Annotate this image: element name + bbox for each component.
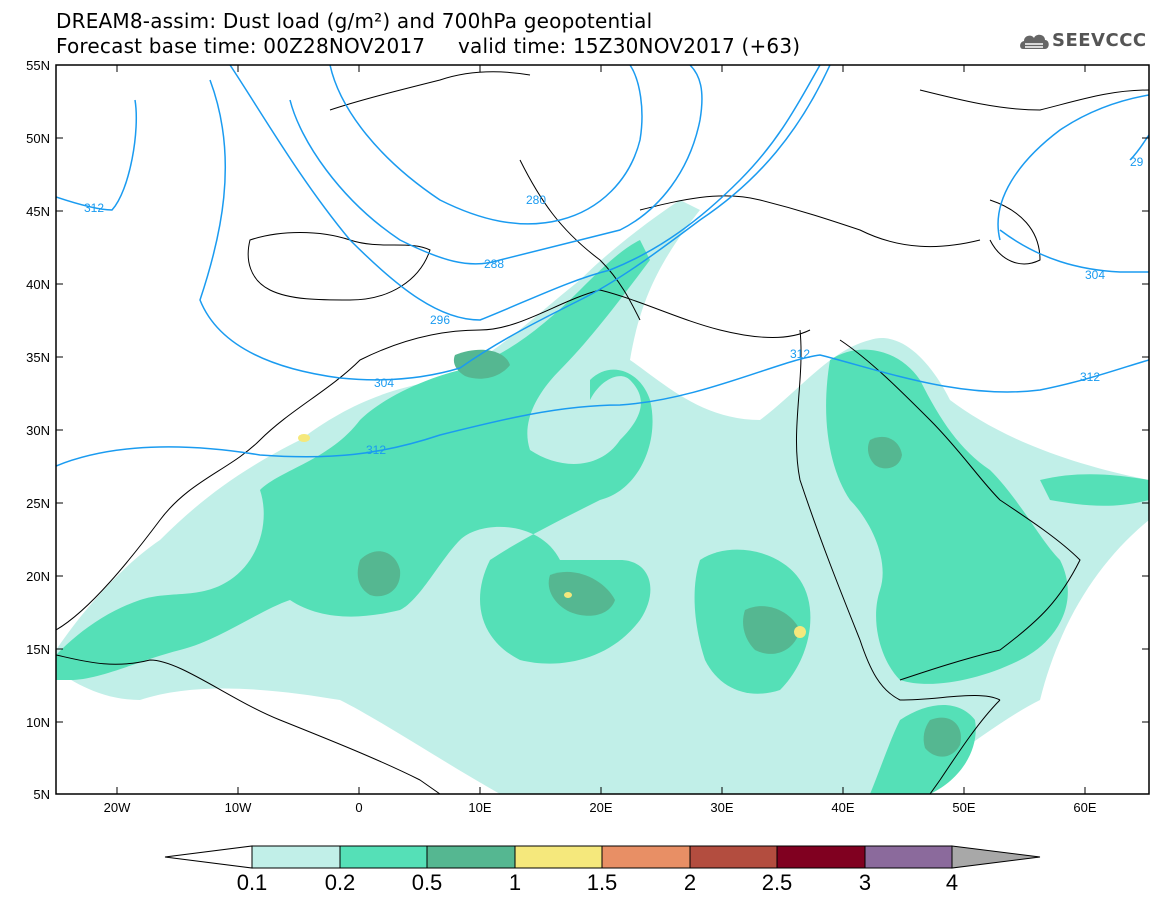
lat-label: 20N	[26, 569, 50, 584]
forecast-time-subtitle: Forecast base time: 00Z28NOV2017 valid t…	[56, 34, 801, 58]
contour-label: 304	[374, 376, 394, 390]
contour-label: 312	[1080, 370, 1100, 384]
colorbar	[164, 845, 1041, 869]
dust-level-0.2	[56, 240, 1149, 794]
latitude-labels: 55N 50N 45N 40N 35N 30N 25N 20N 15N 10N …	[26, 58, 50, 802]
lat-label: 15N	[26, 642, 50, 657]
lat-label: 40N	[26, 277, 50, 292]
contour-label: 304	[1085, 268, 1105, 282]
colorbar-segment	[426, 845, 516, 869]
lat-label: 45N	[26, 204, 50, 219]
lat-label: 5N	[33, 787, 50, 802]
lat-label: 55N	[26, 58, 50, 73]
lon-label: 10W	[225, 800, 252, 815]
latitude-axis	[56, 64, 1149, 723]
lon-label: 30E	[710, 800, 733, 815]
colorbar-label: 1	[509, 870, 521, 895]
colorbar-label: 1.5	[587, 870, 618, 895]
colorbar-segment	[776, 845, 866, 869]
lon-label: 50E	[952, 800, 975, 815]
colorbar-label: 4	[946, 870, 958, 895]
coastlines	[56, 71, 1149, 794]
lat-label: 25N	[26, 496, 50, 511]
dust-field	[56, 200, 1149, 794]
colorbar-label: 2.5	[762, 870, 793, 895]
lon-label: 10E	[468, 800, 491, 815]
colorbar-label: 2	[684, 870, 696, 895]
lon-label: 20W	[104, 800, 131, 815]
longitude-labels: 20W 10W 0 10E 20E 30E 40E 50E 60E	[104, 800, 1097, 815]
contour-label: 280	[526, 193, 546, 207]
contour-labels: 312 280 288 296 304 312 312 304 29 312	[84, 155, 1144, 457]
dust-level-0.5	[357, 349, 961, 757]
contour-label: 312	[790, 347, 810, 361]
cloud-icon	[1020, 34, 1049, 49]
colorbar-segment	[864, 845, 953, 869]
map-title: DREAM8-assim: Dust load (g/m²) and 700hP…	[56, 9, 653, 33]
colorbar-segment	[251, 845, 341, 869]
contour-label: 29	[1130, 155, 1144, 169]
colorbar-segment	[514, 845, 603, 869]
colorbar-segment	[689, 845, 778, 869]
colorbar-label: 3	[859, 870, 871, 895]
colorbar-segment	[339, 845, 428, 869]
longitude-axis	[116, 65, 1086, 794]
colorbar-segment-high	[951, 845, 1041, 869]
lon-label: 20E	[589, 800, 612, 815]
lat-label: 35N	[26, 350, 50, 365]
dust-level-1	[298, 434, 806, 638]
colorbar-label: 0.2	[325, 870, 356, 895]
contour-label: 296	[430, 313, 450, 327]
colorbar-label: 0.1	[237, 870, 268, 895]
lon-label: 40E	[831, 800, 854, 815]
colorbar-segment-low	[164, 845, 253, 869]
lat-label: 30N	[26, 423, 50, 438]
contour-label: 288	[484, 257, 504, 271]
lon-label: 60E	[1073, 800, 1096, 815]
contour-label: 312	[366, 443, 386, 457]
colorbar-label: 0.5	[412, 870, 443, 895]
lat-label: 10N	[26, 715, 50, 730]
contour-label: 312	[84, 201, 104, 215]
lon-label: 0	[355, 800, 362, 815]
colorbar-segment	[601, 845, 691, 869]
geopotential-contours	[56, 65, 1149, 467]
colorbar-labels: 0.1 0.2 0.5 1 1.5 2 2.5 3 4	[237, 870, 958, 895]
lat-label: 50N	[26, 131, 50, 146]
seevccc-logo-text: SEEVCCC	[1052, 30, 1147, 51]
